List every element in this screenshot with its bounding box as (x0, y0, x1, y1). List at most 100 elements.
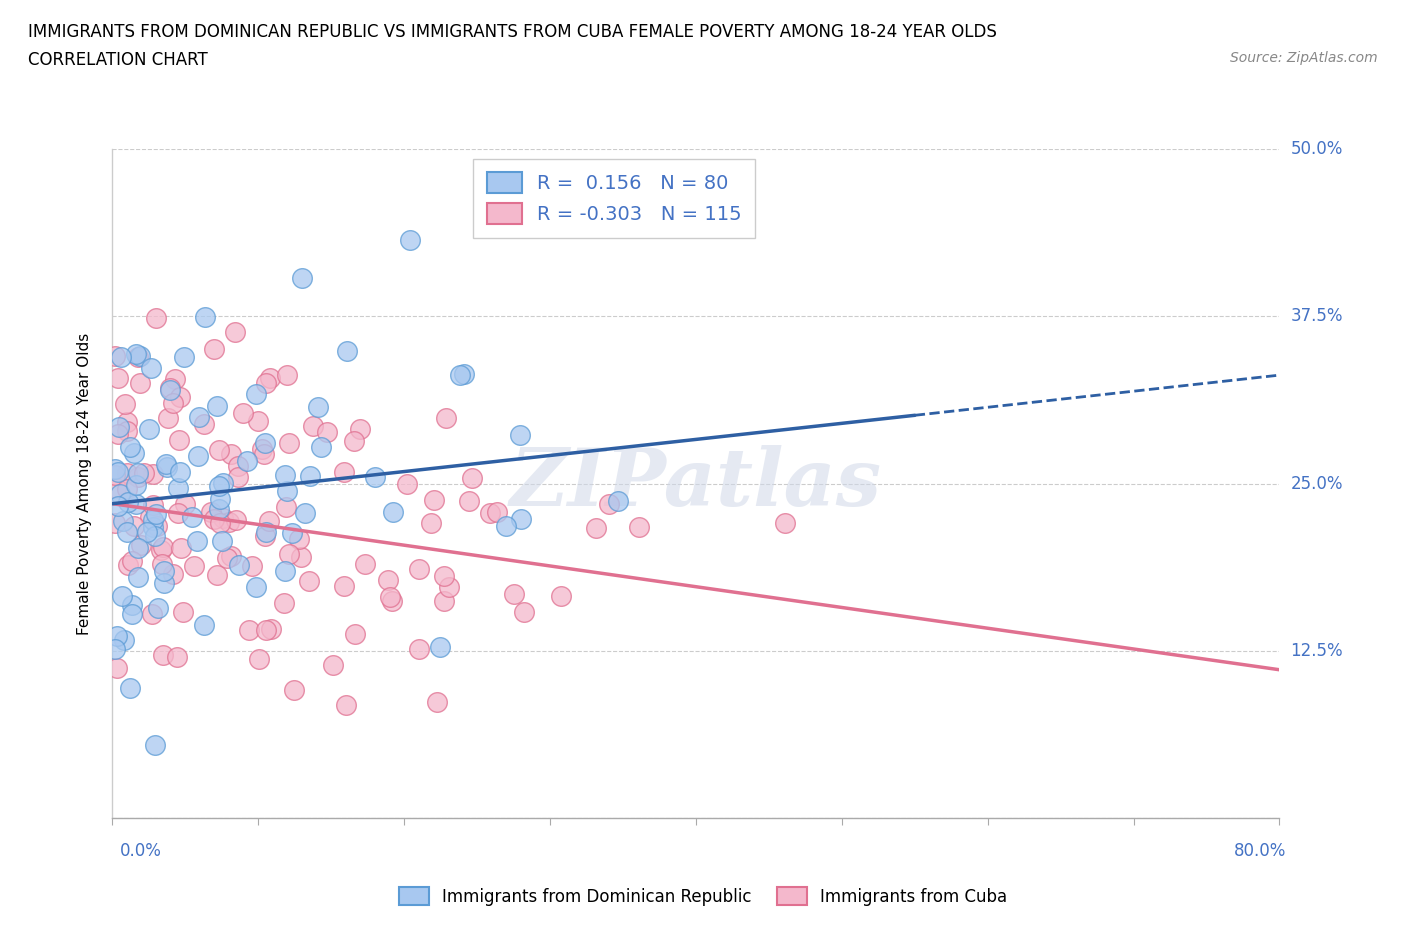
Point (408, 642, 430, 657)
Point (253, 446, 276, 461)
Point (395, 476, 418, 491)
Point (219, 549, 242, 564)
Point (127, 465, 149, 480)
Point (215, 551, 238, 565)
Point (193, 618, 215, 632)
Point (115, 525, 138, 539)
Point (423, 493, 446, 508)
Point (273, 564, 295, 578)
Point (166, 506, 188, 521)
Text: 80.0%: 80.0% (1234, 842, 1286, 860)
Point (107, 498, 129, 513)
Point (162, 567, 184, 582)
Point (256, 622, 278, 637)
Point (276, 500, 298, 515)
Point (225, 512, 247, 527)
Point (125, 347, 148, 362)
Point (453, 366, 475, 381)
Point (107, 465, 129, 480)
Point (120, 439, 142, 454)
Point (278, 546, 301, 561)
Point (145, 507, 167, 522)
Point (169, 464, 191, 479)
Point (152, 647, 174, 662)
Point (208, 443, 231, 458)
Point (238, 622, 260, 637)
Point (104, 349, 127, 364)
Point (461, 471, 484, 485)
Point (143, 528, 166, 543)
Point (153, 576, 176, 591)
Point (273, 595, 295, 610)
Point (124, 519, 146, 534)
Point (128, 376, 150, 391)
Legend: Immigrants from Dominican Republic, Immigrants from Cuba: Immigrants from Dominican Republic, Immi… (392, 881, 1014, 912)
Point (219, 446, 242, 461)
Point (186, 534, 208, 549)
Point (433, 569, 456, 584)
Point (188, 409, 211, 424)
Point (105, 480, 128, 495)
Legend: R =  0.156   N = 80, R = -0.303   N = 115: R = 0.156 N = 80, R = -0.303 N = 115 (472, 158, 755, 238)
Point (315, 425, 337, 440)
Point (200, 505, 222, 520)
Point (333, 465, 356, 480)
Point (247, 651, 270, 666)
Point (513, 604, 536, 619)
Point (245, 580, 267, 595)
Point (381, 593, 404, 608)
Point (773, 516, 796, 531)
Point (112, 513, 135, 528)
Point (298, 574, 321, 589)
Point (276, 484, 298, 498)
Point (107, 427, 129, 442)
Point (129, 538, 152, 552)
Point (104, 468, 127, 483)
Point (274, 468, 297, 483)
Point (115, 414, 138, 429)
Text: ZIPatlas: ZIPatlas (510, 445, 882, 523)
Point (458, 494, 481, 509)
Point (380, 590, 402, 604)
Point (159, 380, 181, 395)
Point (159, 383, 181, 398)
Text: CORRELATION CHART: CORRELATION CHART (28, 51, 208, 69)
Point (169, 432, 191, 447)
Point (142, 520, 165, 535)
Point (149, 542, 172, 557)
Point (254, 376, 277, 391)
Point (121, 554, 143, 569)
Point (162, 395, 184, 410)
Point (245, 386, 267, 401)
Text: 25.0%: 25.0% (1291, 474, 1343, 493)
Text: 37.5%: 37.5% (1291, 307, 1343, 326)
Point (209, 515, 232, 530)
Point (419, 516, 441, 531)
Point (104, 516, 127, 531)
Point (152, 539, 174, 554)
Point (124, 445, 146, 460)
Point (173, 350, 195, 365)
Point (253, 435, 276, 450)
Point (125, 477, 148, 492)
Point (114, 396, 136, 411)
Point (226, 458, 249, 473)
Point (110, 350, 132, 365)
Text: Source: ZipAtlas.com: Source: ZipAtlas.com (1230, 51, 1378, 65)
Point (433, 594, 456, 609)
Point (208, 491, 231, 506)
Point (309, 439, 332, 454)
Point (426, 695, 449, 710)
Point (134, 465, 156, 480)
Point (110, 588, 132, 603)
Point (183, 558, 205, 573)
Point (181, 510, 204, 525)
Point (143, 737, 166, 752)
Point (291, 270, 314, 285)
Point (276, 367, 298, 382)
Point (240, 558, 263, 573)
Point (218, 514, 240, 529)
Point (343, 433, 366, 448)
Point (138, 421, 160, 436)
Text: IMMIGRANTS FROM DOMINICAN REPUBLIC VS IMMIGRANTS FROM CUBA FEMALE POVERTY AMONG : IMMIGRANTS FROM DOMINICAN REPUBLIC VS IM… (28, 23, 997, 41)
